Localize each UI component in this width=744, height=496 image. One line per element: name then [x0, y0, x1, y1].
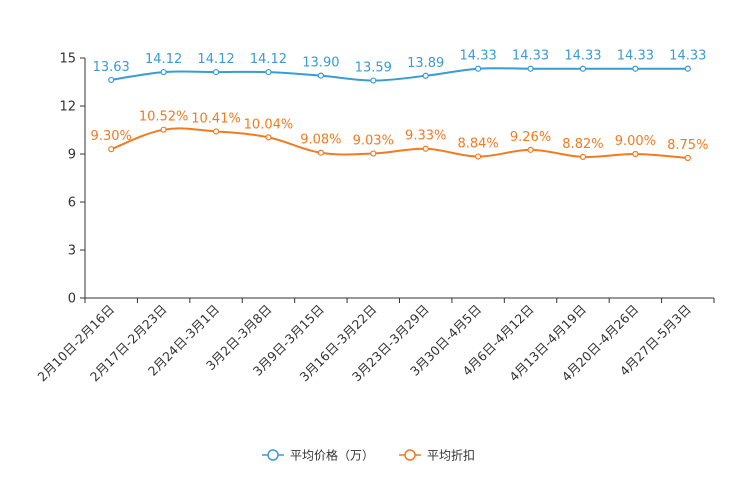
data-label: 9.08%: [300, 133, 341, 148]
data-label: 14.33: [564, 49, 601, 64]
legend-swatch-marker: [267, 449, 279, 461]
data-label: 14.33: [460, 49, 497, 64]
data-label: 14.33: [617, 49, 654, 64]
data-label: 8.75%: [667, 138, 708, 153]
data-label: 10.04%: [244, 117, 294, 132]
data-label: 14.12: [197, 52, 234, 67]
legend-item-2[interactable]: 平均折扣: [399, 448, 475, 463]
data-point[interactable]: [370, 77, 377, 84]
y-tick-label: 3: [68, 244, 76, 259]
data-label: 13.89: [407, 56, 444, 71]
data-label: 10.41%: [191, 111, 241, 126]
data-label: 14.12: [145, 52, 182, 67]
data-point[interactable]: [475, 153, 482, 160]
chart-legend[interactable]: 平均价格（万） 平均折扣: [262, 448, 475, 463]
legend-label: 平均价格（万）: [290, 448, 374, 463]
legend-swatch-marker: [404, 449, 416, 461]
y-tick-label: 6: [68, 196, 76, 211]
data-point[interactable]: [317, 72, 324, 79]
data-point[interactable]: [579, 65, 587, 72]
data-label: 8.82%: [562, 137, 603, 152]
data-label: 10.52%: [139, 110, 189, 125]
data-point[interactable]: [527, 146, 534, 153]
data-label: 9.00%: [615, 134, 656, 149]
data-point[interactable]: [108, 146, 115, 153]
data-point[interactable]: [108, 76, 115, 84]
data-label: 14.33: [669, 49, 706, 64]
series-2: 9.30% 10.52% 10.41% 10.04% 9.08% 9.03% 9.33% 8.…: [91, 110, 708, 162]
series-line: [110, 127, 688, 159]
data-label: 13.59: [355, 61, 392, 76]
legend-label: 平均折扣: [427, 448, 475, 463]
data-label: 13.63: [93, 60, 130, 75]
data-label: 14.12: [250, 52, 287, 67]
y-tick-label: 15: [59, 52, 76, 67]
chart-series: 13.63 14.12 14.12 14.12 13.90 13.59 13.89 14.33…: [91, 49, 708, 162]
data-point[interactable]: [212, 68, 220, 76]
data-point[interactable]: [684, 65, 691, 72]
data-point[interactable]: [265, 134, 272, 141]
data-point[interactable]: [160, 68, 167, 76]
data-label: 14.33: [512, 49, 549, 64]
data-point[interactable]: [422, 145, 429, 152]
data-label: 9.33%: [405, 129, 446, 144]
data-point[interactable]: [527, 65, 534, 72]
data-label: 9.26%: [510, 130, 551, 145]
series-1: 13.63 14.12 14.12 14.12 13.90 13.59 13.89 14.33…: [93, 49, 706, 84]
data-point[interactable]: [370, 150, 377, 157]
data-point[interactable]: [632, 65, 639, 72]
data-label: 13.90: [302, 56, 339, 71]
chart-axes: 036912152月10日-2月16日2月17日-2月23日2月24日-3月1日…: [34, 52, 715, 384]
legend-item-1[interactable]: 平均价格（万）: [262, 448, 374, 463]
series-line: [111, 67, 688, 82]
data-point[interactable]: [265, 68, 272, 76]
data-point[interactable]: [579, 153, 587, 160]
data-point[interactable]: [632, 150, 639, 158]
data-label: 9.30%: [91, 129, 132, 144]
data-point[interactable]: [160, 126, 167, 133]
data-point[interactable]: [475, 65, 482, 72]
data-point[interactable]: [212, 128, 220, 135]
y-tick-label: 12: [59, 100, 76, 115]
y-tick-label: 9: [68, 148, 76, 163]
data-point[interactable]: [317, 149, 324, 156]
data-point[interactable]: [684, 154, 691, 162]
y-tick-label: 0: [68, 292, 76, 307]
data-point[interactable]: [422, 72, 429, 79]
data-label: 9.03%: [353, 134, 394, 149]
data-label: 8.84%: [457, 137, 498, 152]
